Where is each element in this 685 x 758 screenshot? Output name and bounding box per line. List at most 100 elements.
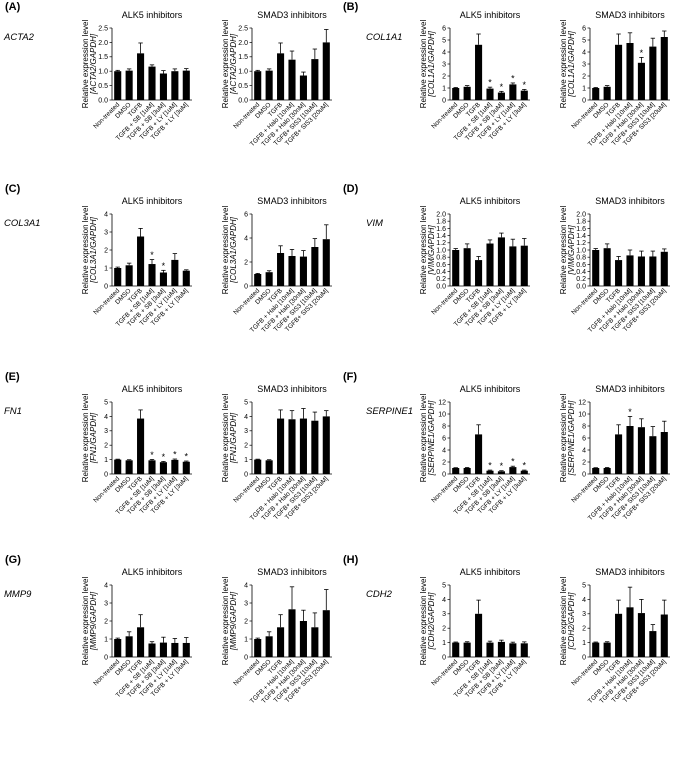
y-axis-label-ratio: [SERPINE1/GAPDH] — [567, 400, 576, 476]
y-tick-label: 2 — [442, 459, 446, 466]
y-axis-label: Relative expression level — [419, 577, 428, 666]
bar — [148, 460, 156, 474]
bar — [509, 643, 517, 657]
y-tick-label: 5 — [442, 582, 446, 589]
y-axis-label: Relative expression level — [221, 20, 230, 109]
bar — [660, 251, 668, 286]
chart-title: SMAD3 inhibitors — [257, 384, 327, 394]
bar — [299, 418, 307, 474]
bar — [125, 460, 133, 474]
y-tick-label: 3 — [442, 61, 446, 68]
y-axis-label-ratio: [ACTA2/GAPDH] — [89, 33, 98, 95]
y-tick-label: 6 — [442, 25, 446, 32]
bar — [592, 468, 600, 474]
y-tick-label: 0.6 — [576, 262, 586, 269]
bar — [592, 88, 600, 100]
y-axis-label: Relative expression level — [419, 394, 428, 483]
chart-title: ALK5 inhibitors — [122, 384, 183, 394]
y-tick-label: 0.2 — [436, 276, 446, 283]
y-tick-label: 4 — [104, 211, 108, 218]
significance-marker: * — [488, 461, 492, 471]
bar — [265, 272, 273, 286]
bar — [660, 432, 668, 474]
bar — [475, 613, 483, 657]
bar — [182, 461, 190, 474]
bar — [475, 260, 483, 286]
bar — [322, 239, 330, 286]
chart-title: SMAD3 inhibitors — [257, 567, 327, 577]
y-tick-label: 1.4 — [436, 233, 446, 240]
y-tick-label: 0 — [104, 471, 108, 478]
bar — [497, 471, 505, 474]
panel-F: (F) SERPINE1 — [343, 371, 413, 417]
y-tick-label: 2.5 — [98, 25, 108, 32]
y-axis-label-ratio: [FN1/GAPDH] — [229, 412, 238, 464]
bar — [137, 627, 145, 657]
bar — [159, 642, 167, 657]
y-tick-label: 3 — [104, 600, 108, 607]
panel-H: (H) CDH2 — [343, 554, 393, 600]
y-tick-label: 0 — [244, 654, 248, 661]
y-tick-label: 2 — [582, 459, 586, 466]
y-tick-label: 8 — [442, 423, 446, 430]
bar — [486, 470, 494, 474]
bar — [265, 70, 273, 100]
y-tick-label: 3 — [244, 428, 248, 435]
y-tick-label: 2.0 — [436, 211, 446, 218]
y-tick-label: 1.5 — [98, 54, 108, 61]
y-tick-label: 1.6 — [436, 226, 446, 233]
bar — [486, 642, 494, 657]
y-tick-label: 0.0 — [238, 97, 248, 104]
bar — [486, 243, 494, 286]
bar — [254, 71, 262, 100]
y-tick-label: 1.2 — [436, 240, 446, 247]
y-axis-label: Relative expression level — [419, 20, 428, 109]
y-axis-label: Relative expression level — [419, 206, 428, 295]
bar — [649, 46, 657, 100]
chart-title: ALK5 inhibitors — [460, 384, 521, 394]
y-tick-label: 0.8 — [436, 255, 446, 262]
y-tick-label: 2 — [244, 259, 248, 266]
y-tick-label: 1 — [104, 265, 108, 272]
bar — [159, 272, 167, 286]
significance-marker: * — [511, 457, 515, 467]
gene-label: COL3A1 — [4, 218, 40, 229]
gene-label: VIM — [366, 218, 383, 229]
bar — [148, 264, 156, 286]
y-tick-label: 1 — [582, 85, 586, 92]
y-tick-label: 5 — [104, 399, 108, 406]
significance-marker: * — [185, 452, 189, 462]
y-tick-label: 2.5 — [238, 25, 248, 32]
y-axis-label: Relative expression level — [559, 577, 568, 666]
bar — [592, 250, 600, 286]
bar — [452, 642, 460, 657]
y-tick-label: 4 — [582, 597, 586, 604]
y-tick-label: 1 — [244, 636, 248, 643]
bar — [452, 88, 460, 100]
bar — [626, 426, 634, 474]
gene-label: CDH2 — [366, 589, 393, 600]
y-axis-label: Relative expression level — [559, 20, 568, 109]
y-tick-label: 0 — [442, 654, 446, 661]
y-tick-label: 2 — [582, 73, 586, 80]
bar — [626, 255, 634, 286]
bar — [288, 609, 296, 657]
chart-title: ALK5 inhibitors — [460, 567, 521, 577]
y-tick-label: 0.0 — [576, 283, 586, 290]
y-tick-label: 2 — [582, 626, 586, 633]
bar — [660, 614, 668, 657]
bar — [660, 37, 668, 100]
y-tick-label: 4 — [104, 582, 108, 589]
panel-B: (B) COL1A1 — [343, 1, 402, 43]
y-axis-label-ratio: [MMP9/GAPDH] — [89, 591, 98, 651]
y-tick-label: 0 — [244, 283, 248, 290]
bar — [452, 250, 460, 286]
y-tick-label: 1.0 — [576, 247, 586, 254]
chart-A-SMAD3: SMAD3 inhibitors Relative expression leve… — [221, 10, 332, 148]
y-tick-label: 0.5 — [98, 83, 108, 90]
bar — [311, 627, 319, 657]
chart-A-ALK5: ALK5 inhibitors Relative expression level… — [81, 10, 192, 142]
chart-title: SMAD3 inhibitors — [257, 196, 327, 206]
y-tick-label: 1 — [104, 457, 108, 464]
y-tick-label: 1.0 — [238, 69, 248, 76]
